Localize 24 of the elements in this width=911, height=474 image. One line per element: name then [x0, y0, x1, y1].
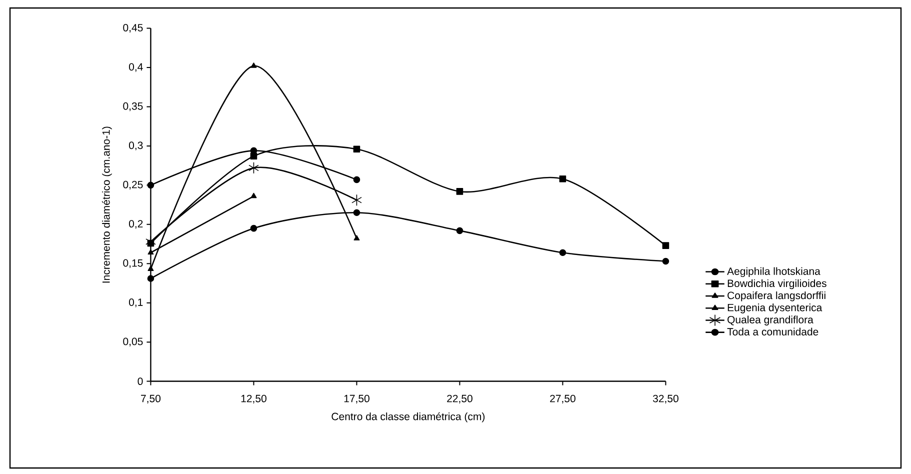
x-tick-label: 12,50	[241, 394, 266, 404]
y-tick-label: 0,3	[128, 142, 143, 150]
y-axis-title: Incremento diamétrico (cm.ano-1)	[102, 126, 112, 283]
y-tick-label: 0,35	[123, 102, 143, 112]
x-tick-label: 22,50	[447, 394, 472, 404]
x-tick-label: 17,50	[344, 394, 370, 404]
legend-label: Eugenia dysenterica	[728, 304, 822, 314]
x-tick-label: 7,50	[141, 394, 161, 404]
y-tick-label: 0,15	[123, 259, 143, 268]
x-tick-label: 32,50	[652, 394, 678, 404]
legend-label: Bowdichia virgilioides	[728, 279, 826, 290]
legend-label: Toda a comunidade	[727, 328, 818, 336]
y-tick-label: 0,2	[128, 220, 143, 229]
x-tick-label: 27,50	[550, 394, 576, 404]
x-axis-title: Centro da classe diamétrica (cm)	[332, 412, 485, 422]
y-tick-label: 0,25	[123, 180, 143, 190]
legend-label: Copaifera langsdorffii	[728, 291, 826, 302]
y-tick-label: 0,05	[123, 338, 143, 346]
legend-label: Aegiphila lhotskiana	[727, 267, 820, 278]
legend-label: Qualea grandiflora	[728, 316, 814, 326]
y-tick-label: 0	[138, 378, 143, 386]
y-tick-label: 0,4	[128, 63, 143, 72]
y-tick-label: 0,45	[123, 24, 143, 33]
y-tick-label: 0,1	[128, 298, 143, 308]
